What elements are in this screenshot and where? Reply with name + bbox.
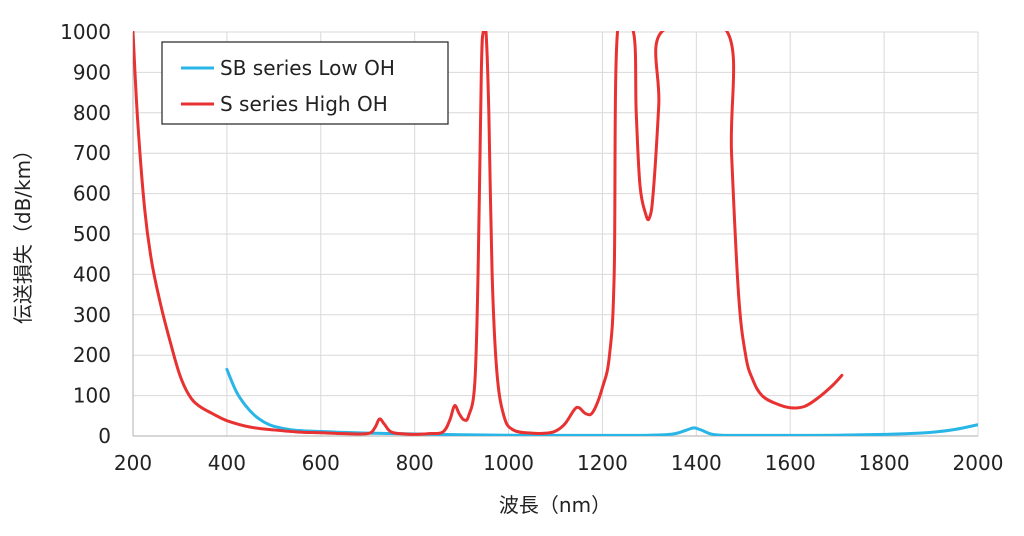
legend-box <box>161 41 449 125</box>
y-tick-label: 800 <box>73 101 111 125</box>
x-tick-label: 1800 <box>859 451 910 475</box>
legend: SB series Low OH S series High OH <box>161 41 449 125</box>
x-tick-label: 1200 <box>577 451 628 475</box>
series-line-s-high-oh <box>133 31 844 436</box>
y-axis-title: 伝送損失（dB/km） <box>11 140 35 324</box>
x-tick-label: 400 <box>208 451 246 475</box>
y-tick-label: 100 <box>73 384 111 408</box>
legend-label-sb-series: SB series Low OH <box>220 56 395 80</box>
x-tick-label: 1400 <box>671 451 722 475</box>
x-tick-label: 1600 <box>765 451 816 475</box>
y-tick-label: 400 <box>73 262 111 286</box>
x-tick-label: 200 <box>114 451 152 475</box>
y-tick-label: 900 <box>73 60 111 84</box>
x-tick-label: 800 <box>396 451 434 475</box>
y-tick-label: 500 <box>73 222 111 246</box>
x-tick-labels: 200 400 600 800 1000 1200 1400 1600 1800 2000 <box>114 451 1004 475</box>
y-tick-label: 200 <box>73 343 111 367</box>
y-tick-label: 0 <box>98 424 111 448</box>
legend-label-s-series: S series High OH <box>220 92 388 116</box>
y-tick-label: 300 <box>73 303 111 327</box>
x-axis-title: 波長（nm） <box>499 493 611 517</box>
y-tick-labels: 0 100 200 300 400 500 600 700 800 900 1000 <box>60 20 111 448</box>
y-tick-label: 700 <box>73 141 111 165</box>
x-tick-label: 2000 <box>953 451 1004 475</box>
series-layer <box>133 31 978 436</box>
x-tick-label: 1000 <box>483 451 534 475</box>
series-line-sb-low-oh <box>225 367 978 436</box>
y-tick-label: 600 <box>73 182 111 206</box>
x-tick-label: 600 <box>302 451 340 475</box>
y-tick-label: 1000 <box>60 20 111 44</box>
